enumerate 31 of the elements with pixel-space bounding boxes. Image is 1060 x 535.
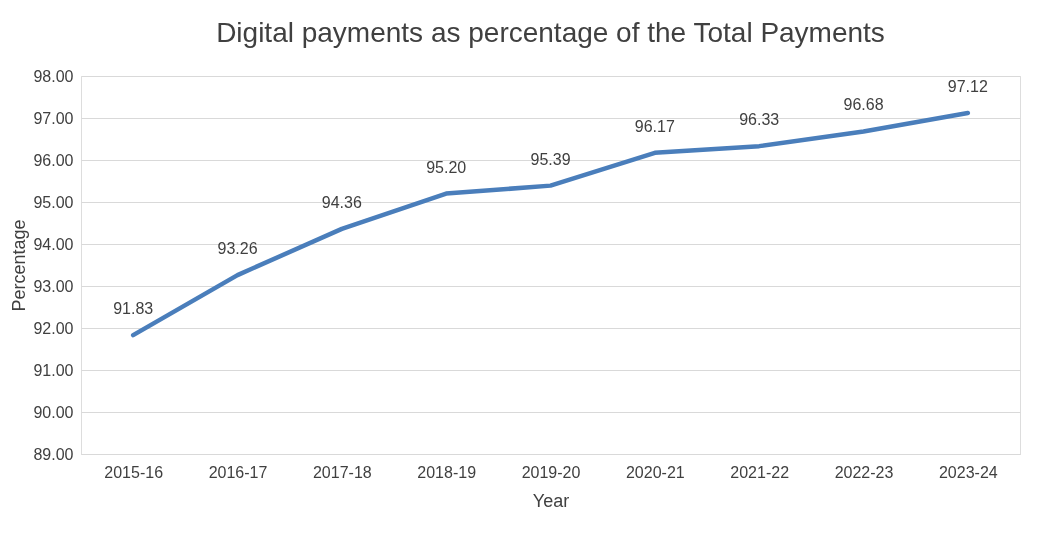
x-tick-label: 2018-19 <box>417 463 477 481</box>
x-tick-label: 2021-22 <box>730 463 790 481</box>
y-tick-label: 89.00 <box>33 445 74 463</box>
x-axis-title: Year <box>532 490 570 511</box>
x-tick-label: 2016-17 <box>208 463 268 481</box>
y-tick-label: 98.00 <box>33 67 74 85</box>
x-tick-label: 2022-23 <box>834 463 894 481</box>
y-tick-label: 90.00 <box>33 403 74 421</box>
y-tick-label: 92.00 <box>33 319 74 337</box>
x-tick-label: 2023-24 <box>938 463 998 481</box>
text: 97.12 <box>947 77 988 95</box>
text: 96.68 <box>843 96 884 114</box>
y-axis-title: Percentage <box>9 219 30 312</box>
text: 93.26 <box>217 240 258 258</box>
text: 95.39 <box>530 150 571 168</box>
text: 95.20 <box>426 158 467 176</box>
x-tick-label: 2017-18 <box>312 463 372 481</box>
y-tick-label: 95.00 <box>33 193 74 211</box>
y-tick-label: 93.00 <box>33 277 74 295</box>
text: 91.83 <box>113 300 154 318</box>
y-tick-label: 97.00 <box>33 109 74 127</box>
x-tick-label: 2015-16 <box>104 463 164 481</box>
text: 96.33 <box>739 111 780 129</box>
y-tick-label: 94.00 <box>33 235 74 253</box>
y-tick-label: 96.00 <box>33 151 74 169</box>
x-tick-label: 2019-20 <box>521 463 581 481</box>
text: 96.17 <box>634 117 675 135</box>
chart-title: Digital payments as percentage of the Total Payments <box>216 17 885 48</box>
y-tick-label: 91.00 <box>33 361 74 379</box>
x-tick-label: 2020-21 <box>625 463 685 481</box>
text: 94.36 <box>321 193 362 211</box>
